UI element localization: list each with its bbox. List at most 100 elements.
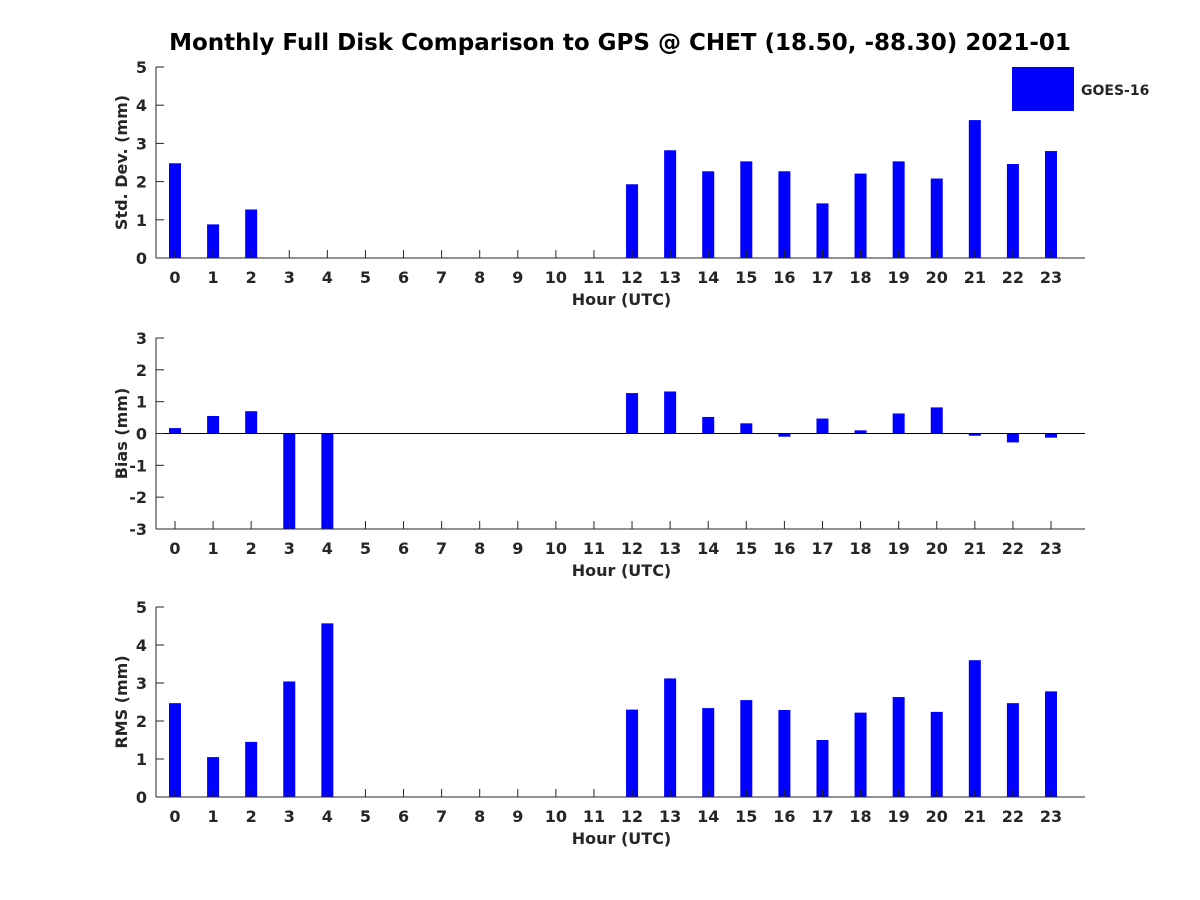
x-tick-label: 14 (697, 539, 719, 558)
y-axis-label: RMS (mm) (112, 655, 131, 748)
legend-swatch (1012, 67, 1074, 111)
x-tick-label: 22 (1002, 539, 1024, 558)
x-tick-label: 4 (322, 268, 333, 287)
x-tick-label: 16 (773, 807, 795, 826)
bar (207, 757, 220, 797)
x-tick-label: 10 (545, 539, 567, 558)
y-tick-label: 2 (136, 712, 147, 731)
x-tick-label: 2 (246, 268, 257, 287)
x-tick-label: 15 (735, 539, 757, 558)
bar (892, 697, 905, 797)
y-tick-label: 3 (136, 674, 147, 693)
bar (702, 171, 715, 258)
bar (968, 120, 981, 259)
x-tick-label: 0 (169, 268, 180, 287)
y-tick-label: 0 (136, 425, 147, 444)
x-tick-label: 11 (583, 539, 605, 558)
bar (169, 428, 181, 434)
bar (626, 184, 639, 258)
bar (968, 660, 981, 797)
x-tick-label: 2 (246, 539, 257, 558)
bar (283, 681, 296, 797)
x-tick-label: 17 (811, 807, 833, 826)
x-axis-label: Hour (UTC) (572, 290, 672, 309)
x-tick-label: 17 (811, 539, 833, 558)
x-tick-label: 19 (888, 268, 910, 287)
x-tick-label: 13 (659, 807, 681, 826)
x-tick-label: 18 (849, 268, 871, 287)
y-tick-label: -1 (129, 456, 147, 475)
x-tick-label: 0 (169, 539, 180, 558)
y-tick-label: 4 (136, 96, 147, 115)
x-tick-label: 6 (398, 268, 409, 287)
x-tick-label: 8 (474, 268, 485, 287)
x-tick-label: 22 (1002, 268, 1024, 287)
x-tick-label: 5 (360, 268, 371, 287)
bar (702, 708, 715, 797)
x-axis-label: Hour (UTC) (572, 561, 672, 580)
bar (854, 173, 867, 258)
bar (778, 433, 791, 437)
bar (1006, 433, 1019, 443)
legend: GOES-16 (1012, 67, 1149, 111)
x-tick-label: 11 (583, 268, 605, 287)
bar (321, 623, 334, 797)
bar (854, 430, 867, 434)
x-tick-label: 17 (811, 268, 833, 287)
x-tick-label: 11 (583, 807, 605, 826)
y-tick-label: 0 (136, 788, 147, 807)
x-tick-label: 10 (545, 807, 567, 826)
x-tick-label: 21 (964, 539, 986, 558)
x-tick-label: 1 (208, 268, 219, 287)
bar (626, 709, 639, 797)
y-tick-label: 4 (136, 636, 147, 655)
x-tick-label: 15 (735, 268, 757, 287)
bar (1045, 433, 1057, 438)
y-tick-label: 1 (136, 211, 147, 230)
x-tick-label: 1 (208, 539, 219, 558)
bar (854, 712, 867, 797)
y-tick-label: 3 (136, 329, 147, 348)
x-tick-label: 7 (436, 807, 447, 826)
x-tick-label: 3 (284, 807, 295, 826)
x-tick-label: 20 (926, 268, 948, 287)
chart-title: Monthly Full Disk Comparison to GPS @ CH… (169, 30, 1071, 56)
x-tick-label: 1 (208, 807, 219, 826)
x-tick-label: 15 (735, 807, 757, 826)
x-tick-label: 4 (322, 539, 333, 558)
y-tick-label: 5 (136, 58, 147, 77)
y-axis-label: Bias (mm) (112, 388, 131, 480)
y-tick-label: -2 (129, 488, 147, 507)
x-tick-label: 21 (964, 807, 986, 826)
bar (664, 391, 677, 434)
x-tick-label: 22 (1002, 807, 1024, 826)
bar (968, 433, 981, 436)
x-tick-label: 5 (360, 807, 371, 826)
x-tick-label: 18 (849, 539, 871, 558)
bar (1045, 151, 1057, 258)
x-tick-label: 19 (888, 807, 910, 826)
bar (778, 709, 791, 797)
x-tick-label: 3 (284, 539, 295, 558)
x-tick-label: 5 (360, 539, 371, 558)
x-tick-label: 16 (773, 539, 795, 558)
x-tick-label: 12 (621, 807, 643, 826)
y-tick-label: 5 (136, 598, 147, 617)
y-tick-label: 2 (136, 173, 147, 192)
y-tick-label: 1 (136, 393, 147, 412)
x-tick-label: 2 (246, 807, 257, 826)
x-tick-label: 16 (773, 268, 795, 287)
bar (816, 418, 829, 434)
bar (1045, 691, 1057, 797)
bar (169, 163, 181, 258)
x-tick-label: 12 (621, 539, 643, 558)
bar (816, 203, 829, 258)
x-tick-label: 14 (697, 268, 719, 287)
x-tick-label: 9 (512, 268, 523, 287)
bar (245, 411, 258, 434)
x-tick-label: 21 (964, 268, 986, 287)
x-tick-label: 19 (888, 539, 910, 558)
